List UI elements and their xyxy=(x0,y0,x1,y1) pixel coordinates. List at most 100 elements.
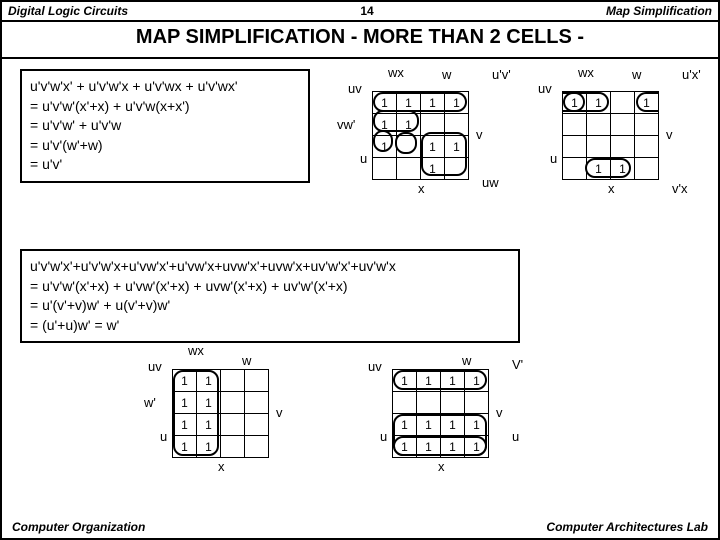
cell: 1 xyxy=(397,92,421,114)
cell xyxy=(563,136,587,158)
cell: 1 xyxy=(397,114,421,136)
cell xyxy=(221,392,245,414)
cell: 1 xyxy=(421,92,445,114)
cell xyxy=(397,136,421,158)
cell xyxy=(635,136,659,158)
cell: 1 xyxy=(373,92,397,114)
content: u'v'w'x' + u'v'w'x + u'v'wx + u'v'wx' = … xyxy=(2,59,718,509)
cell xyxy=(563,158,587,180)
label-x: x xyxy=(218,459,225,474)
cell xyxy=(245,436,269,458)
cell: 1 xyxy=(421,136,445,158)
cell xyxy=(221,436,245,458)
cell: 1 xyxy=(445,92,469,114)
equation-box-top: u'v'w'x' + u'v'w'x + u'v'wx + u'v'wx' = … xyxy=(20,69,310,183)
cell: 1 xyxy=(197,414,221,436)
label-wx: wx xyxy=(578,65,594,80)
page-title: MAP SIMPLIFICATION - MORE THAN 2 CELLS - xyxy=(2,22,718,59)
cell xyxy=(587,136,611,158)
cell xyxy=(221,414,245,436)
cell xyxy=(465,392,489,414)
cell: 1 xyxy=(441,436,465,458)
cell: 1 xyxy=(373,136,397,158)
eq-line: u'v'w'x'+u'v'w'x+u'vw'x'+u'vw'x+uvw'x'+u… xyxy=(30,257,510,277)
label-w: w xyxy=(442,67,451,82)
cell: 1 xyxy=(465,414,489,436)
label-uv: uv xyxy=(148,359,162,374)
cell: 1 xyxy=(465,370,489,392)
cell: 1 xyxy=(173,370,197,392)
cell xyxy=(421,114,445,136)
label-u: u xyxy=(360,151,367,166)
cell: 1 xyxy=(173,436,197,458)
label-ux-prime: u'x' xyxy=(682,67,701,82)
eq-line: = u'v'w'(x'+x) + u'v'w(x+x') xyxy=(30,97,300,117)
label-vx: v'x xyxy=(672,181,687,196)
kmap-4: uv w V' v u u x 1111 1111 1111 xyxy=(362,347,489,458)
cell xyxy=(245,370,269,392)
label-v: v xyxy=(496,405,503,420)
label-u: u xyxy=(380,429,387,444)
cell xyxy=(635,114,659,136)
cell: 1 xyxy=(417,436,441,458)
cell xyxy=(635,158,659,180)
cell: 1 xyxy=(417,414,441,436)
eq-line: = u'v' xyxy=(30,155,300,175)
cell: 1 xyxy=(587,92,611,114)
eq-line: = u'v'w' + u'v'w xyxy=(30,116,300,136)
label-u: u xyxy=(550,151,557,166)
label-u2: u xyxy=(512,429,519,444)
cell: 1 xyxy=(393,414,417,436)
label-wprime: w' xyxy=(144,395,156,410)
label-u: u xyxy=(160,429,167,444)
kmap-2: wx uv w u'x' v u x v'x 111 11 xyxy=(532,69,659,180)
cell xyxy=(611,114,635,136)
cell xyxy=(397,158,421,180)
label-uv-prime: u'v' xyxy=(492,67,511,82)
label-wx: wx xyxy=(188,343,204,358)
cell xyxy=(563,114,587,136)
cell: 1 xyxy=(197,436,221,458)
label-x: x xyxy=(608,181,615,196)
header-center: 14 xyxy=(360,4,373,18)
eq-line: = u'(v'+v)w' + u(v'+v)w' xyxy=(30,296,510,316)
cell: 1 xyxy=(197,392,221,414)
kmap-3: wx uv w w' v u x 11 11 11 11 xyxy=(142,347,269,458)
label-Vprime: V' xyxy=(512,357,523,372)
cell: 1 xyxy=(373,114,397,136)
cell: 1 xyxy=(441,414,465,436)
cell: 1 xyxy=(197,370,221,392)
footer-right: Computer Architectures Lab xyxy=(546,520,708,534)
cell: 1 xyxy=(441,370,465,392)
label-wx: wx xyxy=(388,65,404,80)
cell: 1 xyxy=(393,436,417,458)
equation-box-mid: u'v'w'x'+u'v'w'x+u'vw'x'+u'vw'x+uvw'x'+u… xyxy=(20,249,520,343)
eq-line: = u'v'w'(x'+x) + u'vw'(x'+x) + uvw'(x'+x… xyxy=(30,277,510,297)
label-w: w xyxy=(632,67,641,82)
cell xyxy=(611,92,635,114)
label-w: w xyxy=(242,353,251,368)
cell xyxy=(611,136,635,158)
eq-line: u'v'w'x' + u'v'w'x + u'v'wx + u'v'wx' xyxy=(30,77,300,97)
cell: 1 xyxy=(611,158,635,180)
cell xyxy=(221,370,245,392)
label-w: w xyxy=(462,353,471,368)
eq-line: = u'v'(w'+w) xyxy=(30,136,300,156)
label-x: x xyxy=(418,181,425,196)
cell xyxy=(245,392,269,414)
cell xyxy=(445,114,469,136)
label-v: v xyxy=(276,405,283,420)
cell xyxy=(373,158,397,180)
label-uv: uv xyxy=(538,81,552,96)
kmap-1: wx uv w u'v' vw' v u x uw 1111 11 111 1 xyxy=(342,69,469,180)
cell: 1 xyxy=(393,370,417,392)
cell xyxy=(441,392,465,414)
label-uw: uw xyxy=(482,175,499,190)
label-uv: uv xyxy=(348,81,362,96)
cell: 1 xyxy=(421,158,445,180)
label-vwprime: vw' xyxy=(337,117,355,132)
eq-line: = (u'+u)w' = w' xyxy=(30,316,510,336)
label-v: v xyxy=(666,127,673,142)
header-left: Digital Logic Circuits xyxy=(8,4,128,18)
cell: 1 xyxy=(587,158,611,180)
